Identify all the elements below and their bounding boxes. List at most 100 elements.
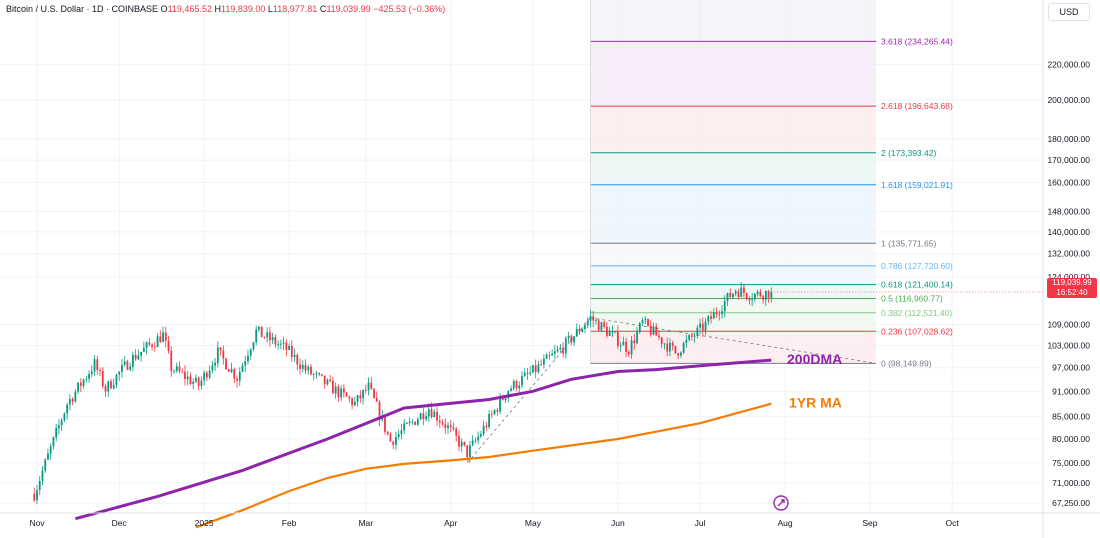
candle-body [211, 365, 214, 371]
candle-body [414, 421, 417, 425]
candle-body [93, 359, 96, 372]
candle-body [540, 364, 543, 366]
candle-body [151, 344, 153, 347]
candle-body [529, 372, 532, 374]
candle-body [532, 365, 534, 373]
candle-body [249, 349, 252, 356]
candle-body [230, 368, 233, 372]
candle-body [614, 331, 617, 333]
candle-body [655, 326, 658, 336]
candle-body [370, 382, 373, 389]
candle-body [288, 345, 290, 350]
candle-body [441, 422, 444, 425]
candle-body [348, 396, 351, 399]
candle-body [244, 361, 247, 366]
candle-body [436, 411, 438, 421]
candle-body [263, 337, 266, 338]
candle-body [759, 291, 762, 297]
fib-level-label: 2.618 (196,643.68) [881, 101, 953, 111]
candle-body [433, 411, 436, 418]
y-tick-label: 170,000.00 [1047, 155, 1090, 165]
candle-body [153, 346, 156, 348]
candle-body [332, 380, 334, 394]
candle-body [745, 293, 748, 299]
candle-body [666, 343, 669, 352]
candle-body [115, 374, 118, 386]
candle-body [356, 395, 359, 403]
candle-body [718, 314, 721, 315]
candle-body [751, 299, 754, 301]
fib-band [590, 284, 876, 299]
y-tick-label: 75,000.00 [1052, 458, 1090, 468]
open-value: 119,465.52 [167, 4, 212, 14]
candle-body [293, 354, 296, 357]
candle-body [463, 441, 466, 446]
fib-level-label: 1 (135,771.65) [881, 238, 936, 248]
dma200-line [75, 358, 772, 521]
candle-body [559, 347, 562, 350]
y-tick-label: 109,000.00 [1047, 320, 1090, 330]
candle-body [584, 325, 586, 330]
y-tick-label: 124,000.00 [1047, 272, 1090, 282]
candle-body [729, 292, 732, 298]
time-axis[interactable]: Nov Dec 2025 Feb Mar Apr May Jun Jul Aug Sep Oct [0, 512, 1100, 528]
candle-body [696, 327, 699, 337]
fib-level-label: 0.382 (112,521.40) [881, 308, 952, 318]
x-tick-label: Mar [358, 518, 373, 528]
candle-body [99, 370, 101, 371]
candle-body [145, 342, 148, 348]
candle-body [460, 441, 463, 447]
replay-icon-ring [773, 495, 789, 511]
candle-body [41, 470, 44, 481]
candle-body [71, 399, 74, 402]
candle-body [770, 291, 773, 298]
candle-body [203, 372, 206, 381]
fib-level-label: 0.618 (121,400.14) [881, 280, 953, 290]
fibonacci-extension[interactable]: 0 (98,149.89) 0.236 (107,028.62) 0.382 (11… [590, 0, 953, 368]
candle-body [304, 364, 307, 371]
candle-body [732, 293, 734, 298]
symbol-header: Bitcoin / U.S. Dollar · 1D · COINBASE O1… [6, 4, 445, 14]
candle-body [351, 398, 353, 406]
candle-body [589, 316, 592, 321]
moving-averages: 200DMA 1YR MA [75, 351, 842, 529]
candle-body [496, 410, 499, 412]
candle-body [326, 379, 329, 385]
candle-body [307, 366, 310, 371]
candle-body [485, 425, 488, 428]
high-label: H [214, 4, 221, 14]
candle-body [726, 292, 729, 301]
candle-body [458, 435, 460, 447]
fib-level-label: 1.618 (159,021.91) [881, 180, 953, 190]
candle-body [625, 341, 627, 352]
currency-button[interactable]: USD [1048, 3, 1090, 21]
candle-body [184, 371, 186, 379]
candle-body [488, 414, 490, 428]
candle-body [647, 319, 649, 326]
candle-body [96, 359, 99, 371]
price-axis[interactable]: 220,000.00 200,000.00 180,000.00 170,000.00… [1042, 0, 1090, 538]
y-tick-label: 97,000.00 [1052, 363, 1090, 373]
candle-body [767, 290, 770, 298]
candle-body [419, 413, 422, 420]
candle-body [258, 326, 260, 330]
candle-body [710, 316, 712, 319]
candle-body [595, 320, 597, 322]
x-tick-label: Aug [777, 518, 792, 528]
candle-body [671, 342, 674, 346]
candle-body [743, 287, 745, 294]
candle-body [762, 296, 764, 300]
candle-body [178, 366, 181, 372]
candle-body [66, 404, 69, 414]
trend-lines[interactable] [466, 317, 877, 464]
candle-body [570, 335, 573, 343]
candle-body [247, 355, 249, 362]
x-tick-label: Nov [29, 518, 45, 528]
replay-icon[interactable] [773, 495, 789, 511]
candle-body [192, 381, 195, 384]
candle-body [121, 364, 123, 372]
candle-body [384, 416, 386, 432]
candle-body [685, 339, 688, 344]
candle-body [159, 336, 162, 343]
